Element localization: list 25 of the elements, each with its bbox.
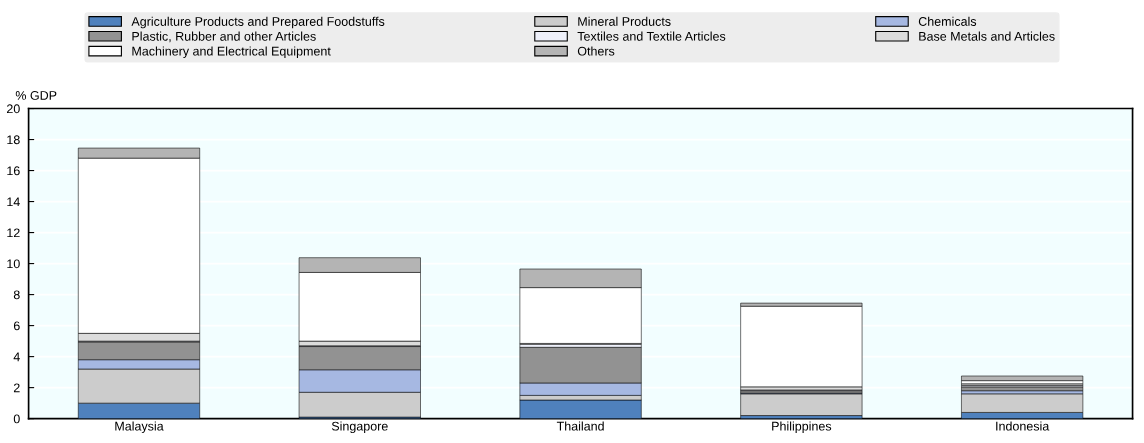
x-tick-label: Singapore <box>331 421 388 434</box>
x-tick-label: Indonesia <box>996 421 1050 431</box>
legend-label: Machinery and Electrical Equipment <box>132 46 331 59</box>
y-tick-label: 6 <box>13 321 20 331</box>
y-axis-title: % GDP <box>15 91 57 100</box>
y-tick-label: 4 <box>13 352 20 362</box>
y-tick-label: 10 <box>7 259 20 269</box>
y-tick-label: 16 <box>7 166 20 176</box>
x-tick-label: Malaysia <box>115 421 164 434</box>
y-tick-label: 2 <box>13 383 20 393</box>
legend-label: Base Metals and Articles <box>919 31 1055 41</box>
y-tick-label: 12 <box>7 228 20 238</box>
x-tick-label: Thailand <box>556 421 604 431</box>
legend-label: Textiles and Textile Articles <box>577 31 726 41</box>
legend-label: Agriculture Products and Prepared Foodstuffs <box>131 16 385 29</box>
y-tick-label: 14 <box>7 197 20 207</box>
legend-label: Chemicals <box>918 16 977 26</box>
legend-label: Mineral Products <box>578 16 671 26</box>
y-tick-label: 18 <box>7 135 20 145</box>
legend-label: Plastic, Rubber and other Articles <box>132 31 316 43</box>
y-tick-label: 8 <box>13 290 20 300</box>
y-tick-label: 0 <box>13 414 20 424</box>
legend-label: Others <box>577 46 615 56</box>
y-tick-label: 20 <box>6 104 20 114</box>
x-tick-label: Philippines <box>772 421 832 434</box>
